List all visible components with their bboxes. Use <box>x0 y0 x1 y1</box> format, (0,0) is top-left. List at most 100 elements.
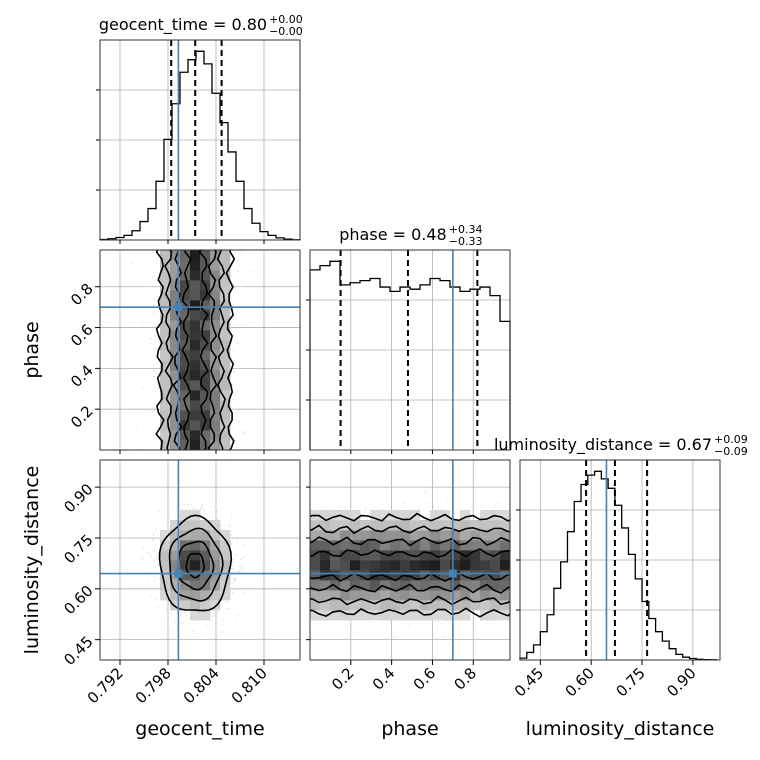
truth-marker-2 <box>448 569 457 578</box>
density-cell <box>400 510 411 521</box>
density-cell <box>470 560 481 571</box>
density-cell <box>380 590 391 601</box>
x-tick-label-luminosity_distance-1: 0.60 <box>562 664 598 700</box>
density-cell <box>490 520 501 531</box>
density-cell <box>460 570 471 581</box>
density-cell <box>180 310 191 321</box>
density-cell <box>210 380 221 391</box>
density-cell <box>200 530 211 541</box>
density-cell <box>220 400 231 411</box>
density-cell <box>210 370 221 381</box>
y-tick-label-phase-2: 0.6 <box>67 320 97 350</box>
density-cell <box>400 550 411 561</box>
joint-content-0 <box>100 250 300 450</box>
y-tick-label-phase-3: 0.8 <box>67 280 97 310</box>
density-cell <box>380 530 391 541</box>
density-cell <box>420 600 431 611</box>
density-cell <box>420 540 431 551</box>
density-cell <box>320 580 331 591</box>
density-cell <box>170 580 181 591</box>
density-cell <box>180 390 191 401</box>
density-cell <box>380 540 391 551</box>
density-cell <box>320 510 331 521</box>
density-cell <box>170 250 181 261</box>
contour-0-0 <box>181 250 209 450</box>
density-cell <box>220 430 231 441</box>
density-cell <box>460 580 471 591</box>
density-cell <box>370 540 381 551</box>
x-tick-label-luminosity_distance-0: 0.45 <box>511 664 547 700</box>
density-cell <box>320 570 331 581</box>
density-cell <box>470 520 481 531</box>
density-cell <box>210 410 221 421</box>
density-cell <box>360 530 371 541</box>
density-cell <box>430 540 441 551</box>
density-cell <box>210 550 221 561</box>
density-cell <box>480 550 491 561</box>
density-cell <box>320 520 331 531</box>
density-cell <box>340 540 351 551</box>
density-cell <box>200 300 211 311</box>
density-cell <box>170 310 181 321</box>
density-cell <box>390 510 401 521</box>
density-cell <box>330 600 341 611</box>
density-cell <box>410 600 421 611</box>
density-cell <box>410 560 421 571</box>
density-cell <box>190 570 201 581</box>
contour-2-0 <box>310 548 510 582</box>
density-cell <box>360 520 371 531</box>
density-cell <box>180 330 191 341</box>
density-cell <box>190 290 201 301</box>
density-cell <box>390 600 401 611</box>
density-cell <box>160 370 171 381</box>
density-cell <box>430 590 441 601</box>
density-cell <box>170 320 181 331</box>
density-cell <box>330 560 341 571</box>
density-cell <box>170 440 181 450</box>
density-cell <box>490 600 501 611</box>
contour-2-1 <box>310 536 510 594</box>
density-cell <box>180 410 191 421</box>
x-tick-label-phase-1: 0.4 <box>369 664 399 694</box>
density-cell <box>470 600 481 611</box>
density-cell <box>330 530 341 541</box>
density-cell <box>340 600 351 611</box>
density-cell <box>340 570 351 581</box>
density-cell <box>210 390 221 401</box>
density-cell <box>190 250 201 261</box>
density-cell <box>430 520 441 531</box>
density-cell <box>200 520 211 531</box>
y-tick-label-luminosity_distance-0: 0.45 <box>60 633 96 669</box>
density-cell <box>190 310 201 321</box>
density-cell <box>430 600 441 611</box>
density-cell <box>380 560 391 571</box>
density-cell <box>180 570 191 581</box>
density-cell <box>360 560 371 571</box>
density-cell <box>180 280 191 291</box>
density-cell <box>420 570 431 581</box>
density-cell <box>170 590 181 601</box>
density-cell <box>310 570 321 581</box>
density-cell <box>160 560 171 571</box>
density-cell <box>390 580 401 591</box>
contour-0-3 <box>155 250 236 450</box>
density-cell <box>190 330 201 341</box>
y-tick-label-luminosity_distance-2: 0.75 <box>60 531 96 567</box>
density-cell <box>410 610 421 621</box>
density-cell <box>210 310 221 321</box>
density-cell <box>200 410 211 421</box>
density-cell <box>210 430 221 441</box>
panel-frame-luminosity_distance <box>519 459 721 661</box>
density-cell <box>170 400 181 411</box>
density-cell <box>180 580 191 591</box>
density-cell <box>500 570 510 581</box>
density-cell <box>410 580 421 591</box>
density-cell <box>180 550 191 561</box>
density-cell <box>180 360 191 371</box>
density-cell <box>470 550 481 561</box>
density-cell <box>500 520 510 531</box>
density-cell <box>370 550 381 561</box>
density-cell <box>200 420 211 431</box>
density-cell <box>310 550 321 561</box>
